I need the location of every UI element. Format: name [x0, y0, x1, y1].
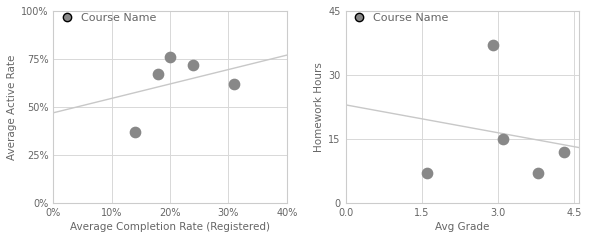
Point	[230, 82, 239, 86]
Y-axis label: Average Active Rate: Average Active Rate	[7, 54, 17, 160]
Point	[534, 171, 543, 175]
Point	[422, 171, 431, 175]
Point	[154, 72, 163, 76]
Point	[488, 43, 497, 47]
Legend: Course Name: Course Name	[346, 11, 451, 25]
Point	[498, 137, 508, 141]
Point	[559, 150, 568, 154]
Point	[188, 63, 198, 67]
X-axis label: Average Completion Rate (Registered): Average Completion Rate (Registered)	[70, 222, 270, 232]
X-axis label: Avg Grade: Avg Grade	[435, 222, 489, 232]
Point	[166, 55, 175, 59]
Y-axis label: Homework Hours: Homework Hours	[314, 62, 324, 152]
Point	[130, 130, 140, 134]
Legend: Course Name: Course Name	[54, 11, 159, 25]
